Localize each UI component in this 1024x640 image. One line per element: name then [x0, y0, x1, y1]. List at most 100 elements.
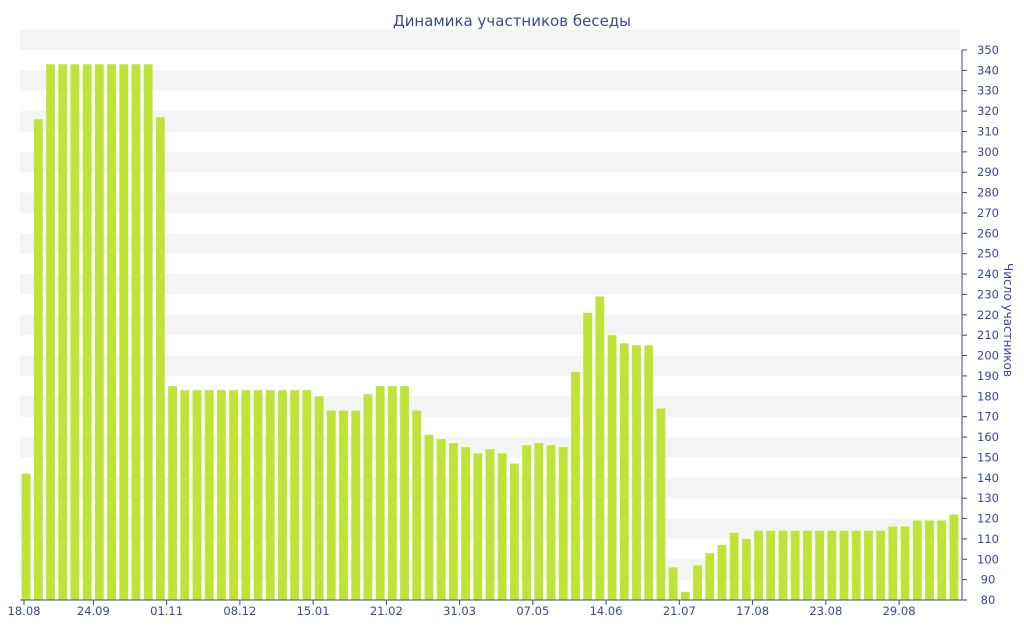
bar: [925, 520, 934, 600]
bar: [82, 64, 92, 600]
axes: [20, 50, 963, 601]
bar: [815, 530, 825, 600]
y-tick-label: 120: [977, 512, 999, 526]
x-tick-label: 01.11: [150, 604, 183, 618]
y-tick-label: 90: [981, 573, 996, 587]
bar: [864, 530, 873, 600]
grid-band: [20, 274, 960, 295]
bar: [937, 520, 947, 600]
x-tick-label: 31.03: [443, 604, 476, 618]
bar: [290, 390, 300, 600]
bar: [510, 463, 519, 600]
bar: [217, 390, 226, 600]
y-tick-label: 130: [977, 491, 999, 505]
bar: [229, 390, 239, 600]
bar: [155, 117, 165, 600]
bar: [839, 530, 849, 600]
bar: [851, 530, 861, 600]
bar: [58, 64, 68, 600]
bar: [375, 386, 385, 600]
bar: [705, 553, 715, 600]
y-tick-label: 150: [977, 450, 999, 464]
bar: [314, 396, 324, 600]
y-tick-label: 160: [977, 430, 999, 444]
bar: [94, 64, 104, 600]
bar: [900, 526, 910, 600]
bar: [680, 591, 690, 600]
bar: [351, 410, 361, 600]
y-tick-label: 290: [977, 165, 999, 179]
bar: [326, 410, 336, 600]
y-tick-label: 110: [977, 532, 999, 546]
bar: [656, 408, 666, 600]
bar: [21, 473, 31, 600]
grid-band: [20, 314, 960, 336]
bar: [778, 530, 788, 600]
x-tick-label: 29.08: [883, 604, 916, 618]
bar: [693, 565, 702, 600]
bar: [473, 453, 483, 600]
bar: [119, 64, 129, 600]
bar: [278, 390, 287, 600]
grid-band: [20, 233, 960, 254]
y-tick-label: 260: [977, 226, 999, 240]
x-tick-label: 21.02: [370, 604, 403, 618]
y-tick-label: 100: [977, 552, 999, 566]
bar: [876, 530, 886, 600]
bar: [204, 390, 214, 600]
bar: [339, 410, 348, 600]
x-tick-label: 08.12: [223, 604, 256, 618]
bar: [241, 390, 251, 600]
bar: [522, 445, 532, 600]
bar: [912, 520, 922, 600]
x-tick-label: 24.09: [77, 604, 110, 618]
bar: [546, 445, 556, 600]
bar: [302, 390, 312, 600]
y-tick-label: 140: [977, 471, 999, 485]
y-tick-label: 350: [977, 43, 999, 57]
y-tick-label: 270: [977, 206, 999, 220]
y-tick-label: 250: [977, 247, 999, 261]
bar: [485, 449, 495, 600]
y-tick-label: 280: [977, 186, 999, 200]
bar: [571, 371, 580, 600]
bar: [461, 447, 470, 600]
bar: [265, 390, 275, 600]
bar: [143, 64, 153, 600]
bar: [729, 532, 739, 600]
bar: [949, 514, 959, 600]
grid-band: [20, 151, 960, 173]
x-tick-label: 21.07: [663, 604, 696, 618]
chart-title: Динамика участников беседы: [392, 12, 632, 30]
grid-band: [20, 355, 960, 376]
bars: [21, 64, 959, 600]
bar: [632, 345, 641, 600]
x-tick-label: 23.08: [809, 604, 842, 618]
y-tick-label: 340: [977, 63, 999, 77]
bar: [766, 530, 776, 600]
bar: [412, 410, 422, 600]
bar: [754, 530, 763, 600]
bar: [131, 64, 141, 600]
grid-band: [20, 192, 960, 213]
bar: [180, 390, 190, 600]
y-tick-label: 180: [977, 389, 999, 403]
bar: [70, 64, 80, 600]
y-tick-label: 220: [977, 308, 999, 322]
y-tick-label: 170: [977, 410, 999, 424]
bar: [107, 64, 116, 600]
y-tick-label: 320: [977, 104, 999, 118]
x-tick-label: 18.08: [8, 604, 41, 618]
bar: [607, 335, 617, 600]
bar: [46, 64, 55, 600]
bar: [387, 386, 397, 600]
x-tick-label: 17.08: [736, 604, 769, 618]
y-tick-label: 310: [977, 124, 999, 138]
bar: [619, 343, 629, 600]
y-tick-labels: 80 90 100 110 120 130 140 150 160 170 180 190 200 210…: [962, 43, 999, 607]
bar: [168, 386, 177, 600]
bar: [192, 390, 202, 600]
bar: [827, 530, 837, 600]
bar: [717, 545, 727, 600]
